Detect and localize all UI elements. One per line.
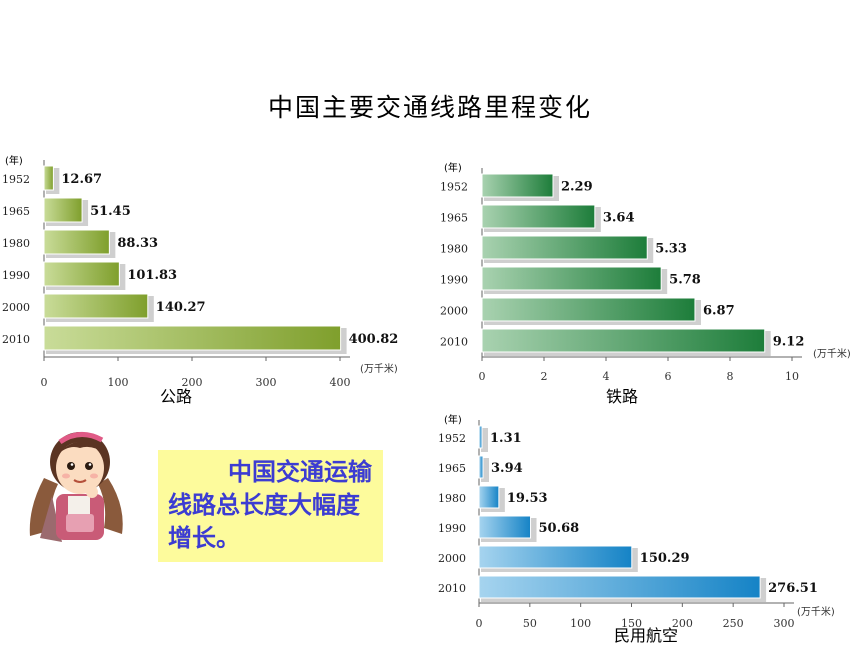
railway-tick-label: 4: [603, 370, 610, 383]
railway-year-tick: 2010: [440, 336, 468, 349]
highway-unit-label: (万千米): [360, 362, 398, 375]
railway-tick-label: 10: [785, 370, 799, 383]
highway-bar: [43, 325, 342, 351]
aviation-caption: 民用航空: [614, 626, 679, 645]
highway-year-tick: 2000: [2, 301, 30, 314]
highway-bar: [43, 197, 83, 223]
highway-tick-label: 200: [182, 376, 203, 389]
aviation-value-label: 276.51: [768, 581, 818, 596]
highway-value-label: 12.67: [61, 172, 102, 187]
aviation-year-tick: 1990: [438, 522, 466, 535]
aviation-chart: (年) 0 50 100 150 200 250 300(万千米) 1952 1.31 1965 3.…: [438, 413, 835, 630]
railway-year-tick: 1990: [440, 274, 468, 287]
highway-tick-label: 300: [256, 376, 277, 389]
railway-tick-label: 8: [727, 370, 734, 383]
aviation-bar: [478, 545, 633, 569]
railway-year-label: (年): [444, 161, 462, 174]
highway-tick-label: 400: [330, 376, 351, 389]
railway-year-tick: 1965: [440, 212, 468, 225]
railway-tick-label: 2: [541, 370, 548, 383]
aviation-year-tick: 2010: [438, 582, 466, 595]
page-title: 中国主要交通线路里程变化: [267, 93, 592, 122]
railway-year-tick: 1952: [440, 181, 468, 194]
railway-value-label: 5.33: [655, 242, 687, 257]
aviation-value-label: 3.94: [491, 461, 523, 476]
aviation-tick-label: 250: [723, 617, 744, 630]
railway-chart: (年) 0 2 4 6 8 10 (万千米) 1952 2.29 1965 3.64 1980 5.33 1…: [440, 161, 851, 383]
highway-value-label: 101.83: [127, 268, 177, 283]
aviation-tick-label: 150: [621, 617, 642, 630]
aviation-bar: [478, 425, 483, 449]
railway-tick-label: 0: [479, 370, 486, 383]
railway-tick-label: 6: [665, 370, 672, 383]
highway-value-label: 400.82: [349, 332, 399, 347]
girl-illustration: [29, 432, 123, 542]
railway-unit-label: (万千米): [813, 347, 851, 360]
aviation-value-label: 50.68: [539, 521, 580, 536]
aviation-value-label: 150.29: [640, 551, 690, 566]
highway-bar: [43, 261, 120, 287]
railway-bar: [481, 266, 662, 291]
highway-year-tick: 1952: [2, 173, 30, 186]
highway-bar: [43, 229, 110, 255]
aviation-tick-label: 200: [672, 617, 693, 630]
railway-value-label: 3.64: [603, 211, 635, 226]
railway-value-label: 2.29: [561, 180, 593, 195]
railway-caption: 铁路: [606, 387, 639, 406]
railway-year-tick: 1980: [440, 243, 468, 256]
aviation-tick-label: 300: [774, 617, 795, 630]
aviation-bar-shadow: [481, 458, 490, 482]
aviation-tick-label: 100: [570, 617, 591, 630]
highway-caption: 公路: [160, 387, 193, 406]
highway-year-tick: 2010: [2, 333, 30, 346]
aviation-year-tick: 1952: [438, 432, 466, 445]
highway-bar: [43, 165, 54, 191]
aviation-bar-shadow: [481, 428, 488, 452]
aviation-year-label: (年): [444, 413, 462, 426]
railway-bar: [481, 235, 648, 260]
aviation-value-label: 19.53: [507, 491, 548, 506]
railway-bar: [481, 173, 554, 198]
aviation-bar: [478, 575, 761, 599]
highway-bar: [43, 293, 149, 319]
highway-tick-label: 100: [108, 376, 129, 389]
aviation-bar: [478, 515, 532, 539]
railway-bar: [481, 204, 596, 229]
aviation-tick-label: 0: [476, 617, 483, 630]
highway-value-label: 140.27: [156, 300, 206, 315]
aviation-year-tick: 1980: [438, 492, 466, 505]
aviation-bar: [478, 455, 484, 479]
railway-bar: [481, 328, 766, 353]
note-text: 中国交通运输线路总长度大幅度增长。: [168, 458, 372, 552]
highway-year-tick: 1990: [2, 269, 30, 282]
railway-bar: [481, 297, 696, 322]
highway-chart: (年) 0 100 200 300 400 (万千米) 1952 12.67 1965 51.45 1…: [2, 154, 399, 389]
railway-year-tick: 2000: [440, 305, 468, 318]
railway-value-label: 5.78: [669, 273, 701, 288]
aviation-tick-label: 50: [523, 617, 537, 630]
note-box: 中国交通运输线路总长度大幅度增长。: [158, 450, 383, 562]
aviation-value-label: 1.31: [490, 431, 522, 446]
highway-value-label: 51.45: [90, 204, 131, 219]
highway-value-label: 88.33: [117, 236, 158, 251]
highway-tick-label: 0: [41, 376, 48, 389]
aviation-bar: [478, 485, 500, 509]
aviation-year-tick: 1965: [438, 462, 466, 475]
highway-year-label: (年): [5, 154, 23, 167]
railway-value-label: 6.87: [703, 304, 735, 319]
railway-value-label: 9.12: [773, 335, 805, 350]
aviation-year-tick: 2000: [438, 552, 466, 565]
aviation-unit-label: (万千米): [797, 605, 835, 618]
highway-year-tick: 1980: [2, 237, 30, 250]
highway-year-tick: 1965: [2, 205, 30, 218]
